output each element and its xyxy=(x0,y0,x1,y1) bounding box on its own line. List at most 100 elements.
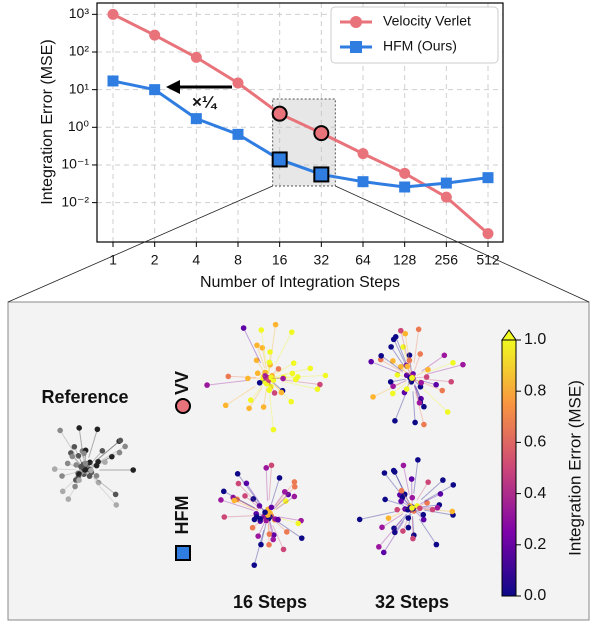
trajectory xyxy=(94,480,117,506)
trajectory xyxy=(414,353,421,371)
data-point xyxy=(149,29,161,41)
data-point xyxy=(440,191,452,203)
trajectory xyxy=(94,440,120,462)
particle xyxy=(276,475,283,481)
particle xyxy=(109,453,115,460)
trajectory xyxy=(277,521,303,539)
particle xyxy=(251,516,258,523)
x-tick-label: 128 xyxy=(393,252,417,268)
trajectory xyxy=(260,523,267,545)
particle xyxy=(356,516,363,523)
particle xyxy=(423,374,430,380)
data-point xyxy=(399,181,411,193)
particle xyxy=(314,386,321,392)
particle xyxy=(398,487,405,494)
particle xyxy=(102,459,108,465)
trajectory xyxy=(394,515,408,533)
particle xyxy=(429,506,436,513)
trajectory xyxy=(423,378,452,383)
particle xyxy=(254,342,260,349)
trajectory xyxy=(244,495,262,510)
trajectory xyxy=(273,494,289,510)
row-label: VV xyxy=(172,371,192,395)
particle xyxy=(408,476,415,482)
particle xyxy=(417,351,424,357)
data-point xyxy=(482,172,494,184)
x-axis-label: Number of Integration Steps xyxy=(200,274,400,291)
particle xyxy=(275,516,281,523)
particle xyxy=(255,533,261,539)
particle xyxy=(403,386,410,392)
particle xyxy=(218,497,224,503)
trajectory xyxy=(270,477,281,505)
trajectory xyxy=(88,429,98,458)
particle xyxy=(253,357,260,364)
particle xyxy=(370,394,376,400)
particle xyxy=(122,443,128,450)
y-tick-label: 10³ xyxy=(69,5,90,21)
annotation: ×¼ xyxy=(192,92,218,111)
particle xyxy=(231,497,238,504)
particle xyxy=(272,321,279,328)
particle xyxy=(406,357,413,364)
trajectory xyxy=(256,345,266,369)
trajectory xyxy=(283,379,320,386)
particle xyxy=(307,365,314,372)
trajectory xyxy=(228,375,257,379)
particle xyxy=(71,443,78,450)
colorbar-tick-label: 0.6 xyxy=(524,434,546,451)
trajectory xyxy=(280,367,311,376)
trajectory xyxy=(380,359,403,373)
annotation-arrowhead xyxy=(166,80,180,94)
particle xyxy=(256,379,263,386)
particle xyxy=(390,390,396,397)
particle xyxy=(93,462,100,469)
data-point xyxy=(232,77,244,89)
trajectory xyxy=(370,361,400,374)
particle xyxy=(376,544,382,550)
particle xyxy=(387,379,394,385)
particle xyxy=(405,515,412,521)
legend-label: Velocity Verlet xyxy=(383,13,471,29)
trajectory xyxy=(225,385,256,406)
trajectory xyxy=(413,329,420,364)
trajectory xyxy=(381,513,404,528)
y-tick-label: 10² xyxy=(69,43,90,59)
trajectory xyxy=(263,386,268,408)
data-point xyxy=(107,75,119,87)
particle xyxy=(275,366,282,372)
particle xyxy=(291,483,298,490)
zoom-line xyxy=(335,185,590,303)
particle xyxy=(88,467,94,474)
trajectory xyxy=(420,504,440,508)
trajectory xyxy=(414,385,421,403)
particle xyxy=(242,493,248,499)
data-point xyxy=(357,176,369,188)
particle xyxy=(390,358,396,364)
particle xyxy=(394,372,401,378)
trajectory xyxy=(420,381,443,391)
particle xyxy=(247,397,254,403)
particle xyxy=(254,370,261,377)
data-point xyxy=(357,148,369,160)
particle xyxy=(281,488,288,495)
trajectory xyxy=(277,516,302,522)
data-point xyxy=(313,125,330,142)
column-label: 32 Steps xyxy=(375,592,449,612)
particle xyxy=(263,465,270,471)
particle xyxy=(397,363,404,370)
data-point xyxy=(107,8,119,20)
particle xyxy=(398,498,404,505)
trajectory xyxy=(390,346,407,369)
trajectory xyxy=(54,468,76,471)
particle xyxy=(291,479,298,485)
colorbar-tick-label: 1.0 xyxy=(524,331,546,348)
particle xyxy=(256,503,263,509)
trajectory xyxy=(393,339,407,367)
particle xyxy=(266,359,273,366)
particle xyxy=(76,471,82,477)
particle xyxy=(283,529,290,535)
colorbar-tick-label: 0.2 xyxy=(524,536,546,553)
trajectory xyxy=(276,517,299,524)
x-tick-label: 64 xyxy=(355,252,371,268)
